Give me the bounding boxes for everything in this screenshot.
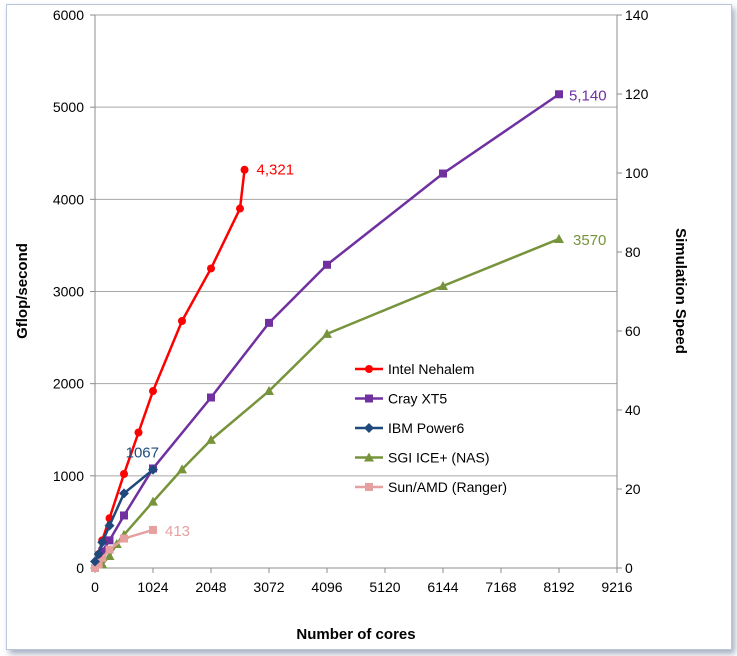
data-point <box>148 496 158 506</box>
data-label: 3570 <box>573 232 606 249</box>
y2-tick-label: 40 <box>625 402 641 418</box>
data-point <box>555 90 563 99</box>
x-tick-label: 4096 <box>311 579 342 595</box>
x-axis-title: Number of cores <box>296 626 415 643</box>
legend-label: Cray XT5 <box>388 391 447 407</box>
data-point <box>364 423 374 433</box>
data-point <box>178 316 186 325</box>
y-tick-label: 6000 <box>53 7 84 23</box>
legend-label: Intel Nehalem <box>388 361 474 377</box>
data-point <box>236 204 244 213</box>
data-point <box>365 483 373 491</box>
y2-axis-title: Simulation Speed <box>672 228 689 354</box>
data-point <box>554 233 564 243</box>
data-point <box>240 165 249 174</box>
y2-tick-label: 120 <box>625 86 649 102</box>
data-point <box>120 534 128 543</box>
data-point <box>207 264 215 273</box>
data-point <box>120 511 128 520</box>
data-point <box>98 553 107 562</box>
y-tick-label: 5000 <box>53 99 84 115</box>
series-layer <box>90 90 564 572</box>
x-tick-label: 8192 <box>543 579 574 595</box>
x-tick-label: 5120 <box>369 579 400 595</box>
series-sgi-ice-nas <box>97 233 564 569</box>
data-point <box>364 452 374 462</box>
data-point <box>93 549 104 560</box>
legend-label: IBM Power6 <box>388 420 464 436</box>
legend-entry: Intel Nehalem <box>355 361 474 377</box>
data-point <box>149 387 157 396</box>
data-labels: 5,140 3570 413 4,321 1067 <box>126 87 607 540</box>
legend-entry: Cray XT5 <box>355 391 447 407</box>
x-tick-label: 6144 <box>427 579 458 595</box>
data-point <box>439 169 447 178</box>
data-point <box>119 488 129 499</box>
y2-tick-label: 20 <box>625 481 641 497</box>
y2-tick-label: 60 <box>625 323 641 339</box>
x-tick-label: 7168 <box>485 579 516 595</box>
data-point <box>149 525 157 534</box>
data-point <box>94 560 103 569</box>
data-point <box>438 280 448 290</box>
y-tick-label: 2000 <box>53 376 84 392</box>
legend-label: SGI ICE+ (NAS) <box>388 450 490 466</box>
y-axis-ticks: 0 1000 2000 3000 4000 5000 6000 <box>53 7 95 576</box>
data-point <box>97 537 108 548</box>
x-tick-label: 2048 <box>195 579 226 595</box>
y2-tick-label: 100 <box>625 165 649 181</box>
data-point <box>206 434 216 444</box>
data-point <box>105 536 114 545</box>
data-point <box>207 393 215 402</box>
series-intel-nehalem <box>94 165 249 559</box>
y2-tick-label: 80 <box>625 244 641 260</box>
y-tick-label: 3000 <box>53 284 84 300</box>
data-point <box>148 464 158 475</box>
series-ibm-power6 <box>90 464 158 567</box>
series-sun-amd-ranger <box>91 525 157 572</box>
x-tick-label: 3072 <box>253 579 284 595</box>
data-label: 5,140 <box>569 87 607 104</box>
data-label: 413 <box>165 523 190 540</box>
data-label: 4,321 <box>257 162 295 179</box>
legend-entry: Sun/AMD (Ranger) <box>355 479 507 495</box>
series-cray-xt5 <box>98 90 563 556</box>
data-point <box>120 469 128 478</box>
data-point <box>264 386 274 396</box>
y-axis-title: Gflop/second <box>14 243 31 339</box>
data-point <box>365 394 373 403</box>
x-tick-label: 9216 <box>601 579 632 595</box>
data-point <box>90 556 100 567</box>
data-point <box>322 328 332 338</box>
y-tick-label: 0 <box>76 560 84 576</box>
y2-tick-label: 140 <box>625 7 649 23</box>
y-tick-label: 1000 <box>53 468 84 484</box>
data-point <box>365 365 373 373</box>
legend-label: Sun/AMD (Ranger) <box>388 479 507 495</box>
data-point <box>134 428 143 437</box>
data-point <box>104 520 115 531</box>
x-tick-label: 1024 <box>137 579 168 595</box>
data-point <box>323 260 331 269</box>
y-tick-label: 4000 <box>53 191 84 207</box>
legend-entry: IBM Power6 <box>355 420 464 436</box>
series-line <box>97 169 246 555</box>
data-point <box>104 551 115 561</box>
data-label: 1067 <box>126 445 159 462</box>
gridlines <box>95 14 617 477</box>
series-line <box>101 237 560 566</box>
legend-entry: SGI ICE+ (NAS) <box>355 450 490 466</box>
legend: Intel Nehalem Cray XT5 IBM Power6 SGI ICE+ … <box>355 361 507 495</box>
data-point <box>177 464 187 474</box>
y2-axis-ticks: 0 20 40 60 80 100 120 140 <box>617 7 649 576</box>
x-axis-ticks: 0 1024 2048 3072 4096 5120 6144 7168 8192 9216 <box>91 568 633 595</box>
data-point <box>105 545 114 554</box>
x-tick-label: 0 <box>91 579 99 595</box>
data-point <box>98 547 107 556</box>
data-point <box>265 318 273 327</box>
y2-tick-label: 0 <box>625 560 633 576</box>
